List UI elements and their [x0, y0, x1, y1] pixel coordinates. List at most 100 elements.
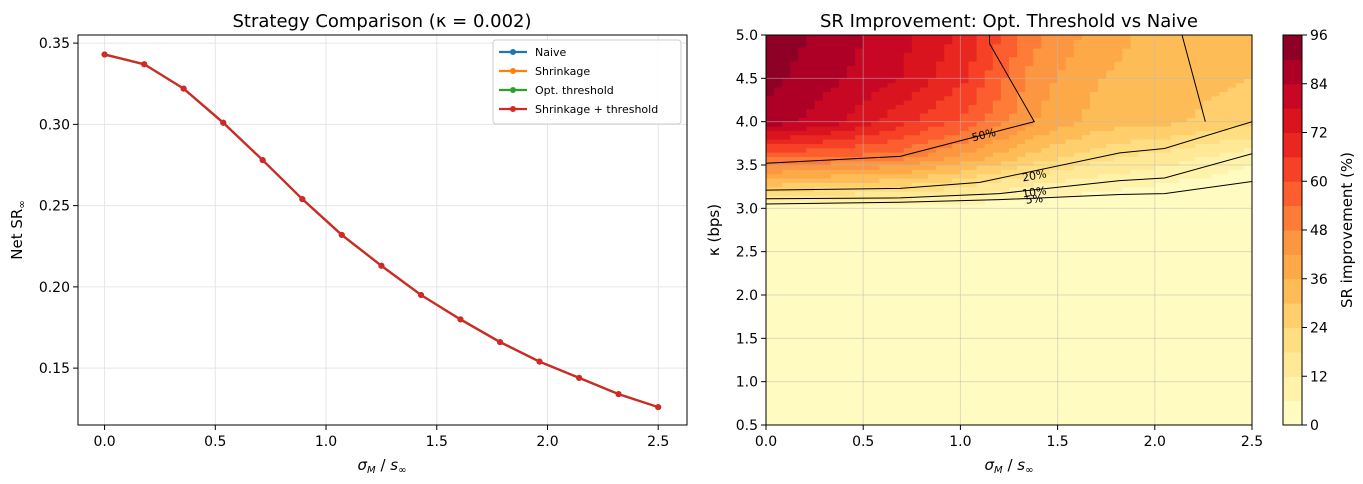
heatmap-cell — [992, 169, 1002, 175]
heatmap-cell — [830, 221, 840, 227]
heatmap-cell — [919, 364, 929, 370]
heatmap-cell — [960, 217, 970, 222]
heatmap-cell — [766, 238, 775, 244]
heatmap-cell — [936, 277, 945, 283]
heatmap-cell — [1203, 204, 1213, 209]
heatmap-cell — [1211, 390, 1221, 396]
heatmap-cell — [1033, 178, 1042, 183]
heatmap-cell — [1114, 173, 1123, 179]
heatmap-cell — [1106, 286, 1115, 292]
heatmap-cell — [830, 420, 840, 425]
heatmap-cell — [1243, 360, 1252, 365]
heatmap-cell — [782, 273, 791, 279]
heatmap-cell — [1090, 407, 1099, 413]
heatmap-cell — [1154, 156, 1164, 162]
heatmap-cell — [1057, 338, 1067, 344]
heatmap-cell — [960, 390, 970, 396]
heatmap-cell — [903, 108, 913, 114]
heatmap-cell — [911, 403, 921, 409]
left-x-tick-label: 0.5 — [204, 434, 226, 450]
heatmap-cell — [766, 243, 775, 248]
heatmap-cell — [1187, 273, 1196, 279]
heatmap-cell — [871, 152, 880, 157]
heatmap-cell — [919, 191, 929, 196]
heatmap-cell — [1219, 256, 1229, 261]
heatmap-cell — [1171, 364, 1180, 370]
heatmap-cell — [1187, 178, 1196, 183]
heatmap-cell — [928, 208, 937, 214]
heatmap-cell — [879, 386, 889, 391]
heatmap-cell — [1235, 74, 1245, 79]
heatmap-cell — [1162, 269, 1172, 274]
heatmap-cell — [1203, 74, 1213, 79]
heatmap-cell — [1146, 199, 1156, 205]
heatmap-cell — [1000, 191, 1010, 196]
heatmap-cell — [1154, 416, 1164, 422]
heatmap-cell — [1025, 156, 1034, 162]
heatmap-cell — [1025, 399, 1034, 404]
heatmap-cell — [911, 277, 921, 283]
heatmap-cell — [863, 377, 872, 383]
heatmap-cell — [944, 286, 953, 292]
heatmap-cell — [1203, 325, 1213, 331]
heatmap-cell — [1122, 82, 1132, 88]
heatmap-cell — [1033, 230, 1042, 235]
heatmap-cell — [1081, 260, 1091, 266]
heatmap-cell — [1106, 108, 1115, 114]
heatmap-cell — [1090, 264, 1099, 270]
heatmap-cell — [1025, 321, 1034, 326]
heatmap-cell — [855, 78, 864, 84]
heatmap-cell — [984, 416, 994, 422]
heatmap-cell — [774, 121, 783, 127]
heatmap-cell — [847, 234, 856, 240]
heatmap-cell — [1179, 416, 1188, 422]
heatmap-cell — [944, 295, 953, 300]
heatmap-cell — [1033, 108, 1042, 114]
heatmap-cell — [960, 273, 970, 279]
heatmap-cell — [1162, 342, 1172, 348]
heatmap-cell — [1179, 212, 1188, 218]
heatmap-cell — [1000, 230, 1010, 235]
heatmap-cell — [1073, 412, 1083, 417]
heatmap-cell — [1106, 204, 1115, 209]
heatmap-cell — [968, 91, 978, 97]
heatmap-cell — [928, 82, 937, 88]
heatmap-cell — [944, 117, 953, 123]
heatmap-cell — [968, 117, 978, 123]
heatmap-cell — [1122, 368, 1132, 374]
heatmap-cell — [1025, 394, 1034, 400]
heatmap-cell — [790, 152, 799, 157]
heatmap-cell — [944, 221, 953, 227]
heatmap-cell — [1106, 169, 1115, 175]
heatmap-cell — [1041, 108, 1051, 114]
heatmap-cell — [855, 82, 864, 88]
heatmap-cell — [984, 199, 994, 205]
heatmap-cell — [936, 152, 945, 157]
heatmap-cell — [1211, 243, 1221, 248]
heatmap-cell — [814, 225, 824, 231]
heatmap-cell — [1122, 325, 1132, 331]
heatmap-cell — [1098, 295, 1107, 300]
heatmap-cell — [1090, 230, 1099, 235]
heatmap-cell — [879, 113, 889, 118]
heatmap-cell — [1009, 230, 1018, 235]
heatmap-cell — [1211, 234, 1221, 240]
heatmap-cell — [1138, 204, 1148, 209]
heatmap-cell — [936, 165, 945, 170]
heatmap-cell — [1227, 303, 1237, 309]
heatmap-cell — [855, 342, 864, 348]
heatmap-cell — [1081, 312, 1091, 318]
heatmap-cell — [1049, 269, 1059, 274]
heatmap-cell — [798, 208, 808, 214]
heatmap-cell — [1130, 420, 1140, 425]
heatmap-cell — [855, 208, 864, 214]
heatmap-cell — [928, 381, 937, 387]
heatmap-cell — [887, 208, 897, 214]
heatmap-cell — [919, 87, 929, 92]
heatmap-cell — [1081, 321, 1091, 326]
heatmap-cell — [1235, 160, 1245, 166]
heatmap-cell — [1195, 113, 1204, 118]
heatmap-cell — [1138, 169, 1148, 175]
heatmap-cell — [936, 394, 945, 400]
heatmap-cell — [847, 230, 856, 235]
